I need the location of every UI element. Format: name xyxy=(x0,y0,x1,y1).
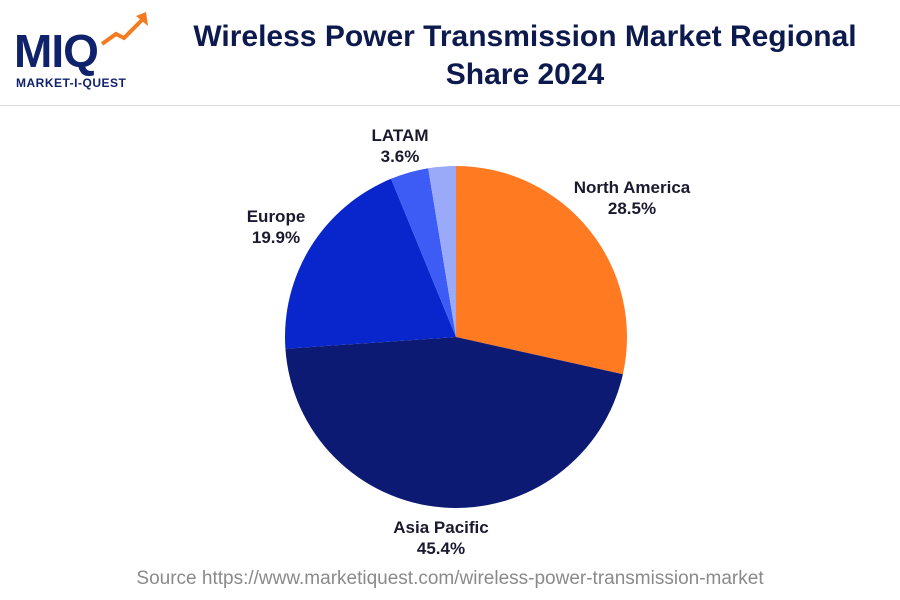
logo-tagline: MARKET-I-QUEST xyxy=(16,76,127,90)
pie-slice-asia-pacific xyxy=(285,337,623,509)
slice-label-name: Asia Pacific xyxy=(393,518,488,537)
slice-label-value: 45.4% xyxy=(417,539,465,558)
header-divider xyxy=(0,105,900,106)
pie-slice-north-america xyxy=(456,166,627,375)
slice-label-value: 3.6% xyxy=(381,147,420,166)
pie-slices xyxy=(285,166,627,509)
pie-slice-europe xyxy=(285,178,456,349)
brand-logo: MIQ MARKET-I-QUEST xyxy=(14,10,148,92)
slice-label-value: 19.9% xyxy=(252,228,300,247)
slice-label-name: Europe xyxy=(247,207,306,226)
pie-labels: North America 28.5% Asia Pacific 45.4% Europ… xyxy=(247,126,691,558)
slice-label-name: North America xyxy=(574,178,691,197)
pie-slice-latam xyxy=(391,168,456,337)
growth-arrow-icon xyxy=(100,12,148,46)
logo-letters: MIQ xyxy=(14,25,99,77)
pie-slice-other xyxy=(428,166,456,337)
page-title: Wireless Power Transmission Market Regio… xyxy=(193,20,857,91)
slice-label-value: 28.5% xyxy=(608,199,656,218)
source-citation: Source https://www.marketiquest.com/wire… xyxy=(136,568,764,589)
slice-label-name: LATAM xyxy=(372,126,429,145)
